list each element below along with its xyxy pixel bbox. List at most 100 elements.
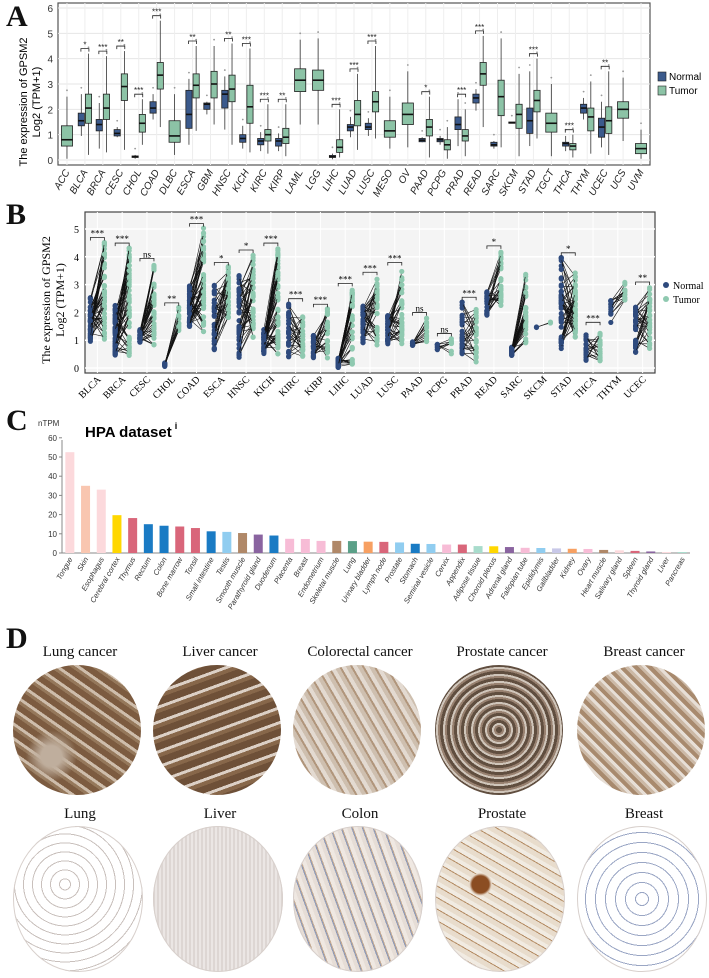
x-tick-label: OV	[397, 167, 414, 186]
outlier-point	[518, 66, 520, 69]
tumor-point	[473, 345, 479, 351]
outlier-point	[500, 31, 503, 33]
normal-point	[211, 332, 217, 338]
tumor-point	[324, 349, 331, 356]
normal-point	[633, 309, 639, 315]
tumor-point	[126, 341, 132, 347]
legend-swatch	[663, 296, 669, 302]
significance-label: ***	[134, 86, 143, 95]
x-tick-label: PRAD	[449, 374, 476, 401]
normal-point	[633, 304, 639, 310]
bar	[96, 489, 106, 553]
tumor-point	[275, 331, 281, 338]
bar	[347, 541, 357, 553]
x-tick-label: SARC	[499, 374, 525, 400]
outlier-point	[66, 89, 68, 92]
significance-bracket	[585, 321, 601, 326]
tumor-point	[151, 292, 157, 299]
outlier-point	[134, 147, 137, 150]
tumor-point	[647, 286, 653, 293]
tumor-point	[101, 329, 107, 336]
pair-line	[511, 274, 526, 349]
tumor-point	[126, 344, 132, 350]
pair-line	[635, 289, 650, 308]
ihc-title-tumor: Breast cancer	[603, 644, 685, 660]
pair-line	[461, 322, 477, 357]
y-tick-label: 30	[48, 491, 57, 500]
normal-point	[360, 339, 366, 345]
outlier-point	[231, 36, 233, 39]
y-tick-label: 2	[74, 308, 79, 319]
significance-label: ***	[349, 61, 358, 70]
tumor-point	[200, 328, 207, 335]
tumor-point	[225, 286, 231, 292]
tumor-point	[597, 350, 603, 356]
x-tick-label: HNSC	[226, 374, 253, 401]
normal-point	[558, 334, 564, 340]
normal-point	[558, 282, 564, 288]
tumor-point	[374, 283, 380, 289]
tumor-point	[275, 306, 281, 312]
normal-point	[385, 319, 391, 325]
significance-label: ***	[190, 215, 204, 225]
pair-line	[610, 289, 626, 308]
tumor-point	[225, 306, 231, 312]
significance-label: **	[602, 58, 608, 67]
outlier-point	[421, 129, 424, 132]
normal-point	[87, 318, 93, 324]
tumor-point	[572, 274, 578, 280]
outlier-point	[640, 122, 642, 125]
tumor-point	[176, 304, 182, 311]
tumor-point	[473, 318, 479, 324]
bar	[567, 548, 577, 553]
y-tick-label: 4	[47, 55, 53, 66]
tumor-box	[383, 120, 396, 138]
pair-line	[437, 344, 452, 355]
ihc-image-normal	[13, 826, 143, 972]
normal-box	[221, 89, 229, 109]
normal-point	[112, 307, 118, 313]
x-tick-label: KIRC	[277, 374, 302, 399]
significance-bracket	[263, 242, 279, 247]
x-tick-label: LIHC	[327, 374, 352, 399]
tumor-point	[324, 342, 331, 348]
normal-point	[286, 302, 292, 309]
tumor-point	[572, 282, 578, 288]
legend-label: Normal	[673, 281, 704, 292]
significance-bracket	[241, 43, 251, 47]
pair-line	[635, 322, 650, 346]
bar	[457, 544, 467, 553]
tumor-point	[622, 281, 628, 287]
tumor-point	[200, 314, 207, 320]
normal-point	[459, 335, 465, 342]
tumor-point	[200, 320, 207, 326]
normal-point	[286, 329, 292, 335]
x-tick-label: SKCM	[522, 374, 550, 402]
y-tick-label: 50	[48, 453, 57, 462]
significance-label: ***	[260, 91, 269, 100]
pair-line	[90, 294, 105, 315]
significance-label: ns	[416, 304, 425, 314]
tumor-point	[399, 331, 405, 337]
outlier-point	[241, 118, 244, 121]
normal-point	[583, 351, 589, 357]
tumor-point	[250, 294, 256, 300]
significance-bracket	[238, 249, 254, 254]
bar	[473, 546, 483, 553]
tumor-point	[250, 324, 256, 330]
normal-point	[360, 311, 366, 317]
significance-label: ***	[475, 23, 484, 32]
normal-point	[633, 341, 639, 347]
outlier-point	[152, 86, 154, 89]
tumor-point	[572, 333, 578, 340]
pair-line	[560, 291, 576, 332]
tumor-point	[523, 305, 529, 311]
pair-line	[139, 284, 155, 332]
y-tick-label: 0	[47, 156, 53, 167]
pair-line	[486, 288, 502, 308]
ihc-title-normal: Prostate	[477, 806, 527, 822]
significance-label: ns	[143, 249, 152, 259]
normal-point	[335, 363, 341, 369]
tumor-point	[523, 323, 529, 329]
